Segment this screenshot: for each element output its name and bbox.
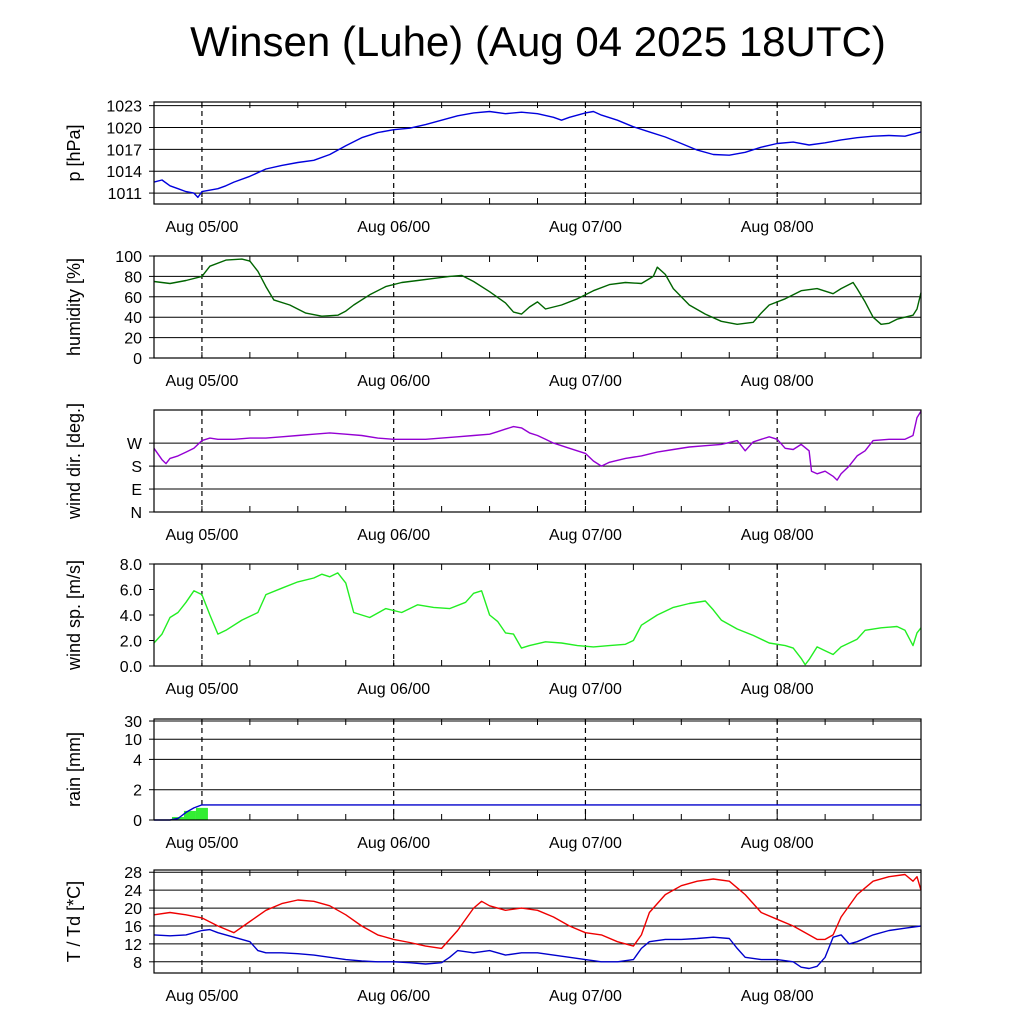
plot-frame — [153, 255, 922, 359]
y-tick-label: 1017 — [106, 142, 142, 159]
x-tick-label: Aug 06/00 — [357, 219, 430, 236]
x-tick-label: Aug 05/00 — [165, 527, 238, 544]
x-tick-label: Aug 06/00 — [357, 835, 430, 852]
y-axis-label: T / Td [*C] — [64, 881, 84, 962]
x-tick-label: Aug 05/00 — [165, 835, 238, 852]
panel-humidity: 0 20 40 60 80 100 Aug 05/00 Aug 06/00 Aug 07/00 A… — [64, 249, 922, 390]
x-tick-label: Aug 08/00 — [741, 373, 814, 390]
x-tick-label: Aug 05/00 — [165, 219, 238, 236]
y-tick-label: 16 — [124, 919, 142, 936]
x-tick-label: Aug 08/00 — [741, 681, 814, 698]
x-tick-label: Aug 05/00 — [165, 373, 238, 390]
series-line — [153, 410, 922, 481]
x-tick-label: Aug 07/00 — [549, 681, 622, 698]
series-line — [153, 873, 922, 950]
x-tick-label: Aug 07/00 — [549, 219, 622, 236]
y-tick-label: E — [131, 482, 142, 499]
x-tick-label: Aug 06/00 — [357, 373, 430, 390]
series-line — [153, 258, 922, 325]
plot-frame — [153, 869, 922, 974]
y-tick-label: 60 — [124, 290, 142, 307]
y-tick-label: 8 — [133, 955, 142, 972]
y-tick-label: 0 — [133, 813, 142, 830]
y-tick-label: N — [130, 505, 142, 522]
series-line — [153, 110, 922, 199]
x-tick-label: Aug 05/00 — [165, 681, 238, 698]
plot-frame — [153, 563, 922, 667]
y-tick-label: 6.0 — [120, 583, 142, 600]
x-tick-label: Aug 06/00 — [357, 527, 430, 544]
x-tick-label: Aug 06/00 — [357, 988, 430, 1005]
y-tick-label: W — [127, 436, 143, 453]
x-tick-label: Aug 08/00 — [741, 835, 814, 852]
y-tick-label: 4 — [133, 752, 142, 769]
y-tick-label: S — [131, 459, 142, 476]
y-tick-label: 8.0 — [120, 557, 142, 574]
x-tick-label: Aug 06/00 — [357, 681, 430, 698]
series-line — [153, 925, 922, 970]
plot-frame — [153, 718, 922, 821]
y-tick-label: 1023 — [106, 99, 142, 116]
y-tick-label: 4.0 — [120, 608, 142, 625]
plot-frame — [153, 101, 922, 205]
y-tick-label: 12 — [124, 937, 142, 954]
x-tick-label: Aug 08/00 — [741, 988, 814, 1005]
x-tick-label: Aug 07/00 — [549, 835, 622, 852]
x-tick-label: Aug 07/00 — [549, 988, 622, 1005]
series-line — [153, 572, 922, 666]
panel-pressure: 1011 1014 1017 1020 1023 Aug 05/00 Aug 06/00 Au… — [64, 99, 922, 236]
y-axis-label: wind dir. [deg.] — [64, 403, 84, 520]
y-axis-label: humidity [%] — [64, 258, 84, 356]
x-tick-label: Aug 07/00 — [549, 373, 622, 390]
chart-title: Winsen (Luhe) (Aug 04 2025 18UTC) — [190, 18, 886, 65]
y-tick-label: 2.0 — [120, 634, 142, 651]
y-tick-label: 20 — [124, 331, 142, 348]
y-tick-label: 20 — [124, 901, 142, 918]
x-tick-label: Aug 08/00 — [741, 527, 814, 544]
x-tick-label: Aug 07/00 — [549, 527, 622, 544]
y-tick-label: 2 — [133, 783, 142, 800]
plot-frame — [153, 409, 922, 513]
y-axis-label: rain [mm] — [64, 732, 84, 807]
y-tick-label: 0.0 — [120, 659, 142, 676]
rain-bar — [195, 807, 208, 820]
y-tick-label: 80 — [124, 269, 142, 286]
y-tick-label: 1014 — [106, 164, 142, 181]
y-tick-label: 40 — [124, 310, 142, 327]
y-tick-label: 28 — [124, 865, 142, 882]
y-tick-label: 10 — [124, 732, 142, 749]
rain-bar — [183, 810, 196, 820]
x-tick-label: Aug 05/00 — [165, 988, 238, 1005]
x-tick-label: Aug 08/00 — [741, 219, 814, 236]
y-axis-label: p [hPa] — [64, 124, 84, 181]
y-axis-label: wind sp. [m/s] — [64, 560, 84, 671]
y-tick-label: 100 — [115, 249, 142, 266]
y-tick-label: 30 — [124, 714, 142, 731]
y-tick-label: 1011 — [108, 186, 143, 203]
y-tick-label: 24 — [124, 883, 142, 900]
panel-wind-speed: 0.0 2.0 4.0 6.0 8.0 Aug 05/00 Aug 06/00 Aug 07/… — [64, 557, 922, 698]
y-tick-label: 0 — [133, 351, 142, 368]
y-tick-label: 1020 — [106, 121, 142, 138]
